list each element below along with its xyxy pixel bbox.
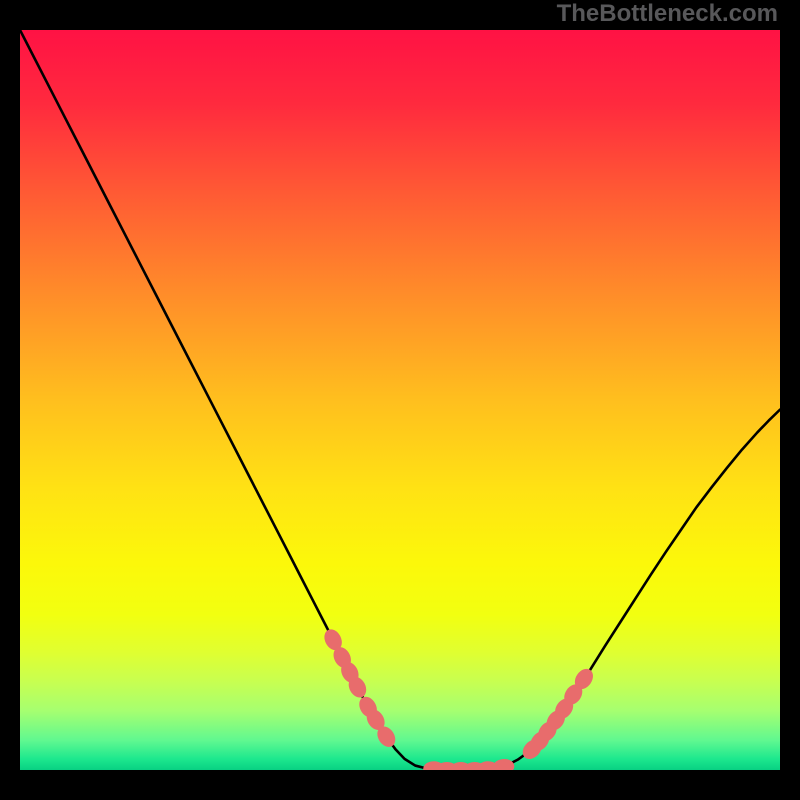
plot-area (20, 30, 780, 770)
highlight-markers (20, 30, 780, 770)
watermark-text: TheBottleneck.com (557, 0, 778, 28)
